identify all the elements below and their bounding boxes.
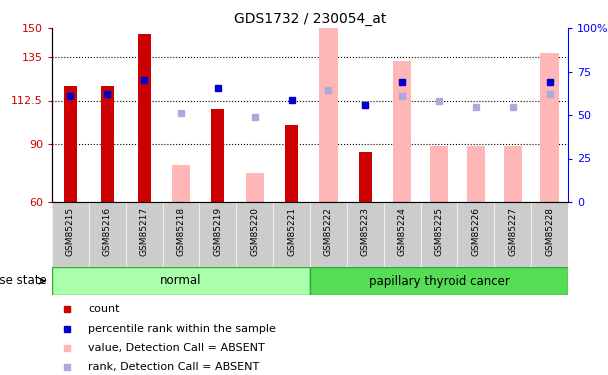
Text: GSM85228: GSM85228: [545, 207, 554, 256]
Bar: [64, 86, 77, 202]
Text: GSM85226: GSM85226: [471, 207, 480, 256]
Text: GSM85225: GSM85225: [435, 207, 443, 256]
Title: GDS1732 / 230054_at: GDS1732 / 230054_at: [234, 12, 386, 26]
Bar: [212, 109, 224, 202]
Bar: [503, 146, 522, 202]
Bar: [285, 124, 298, 202]
Text: GSM85220: GSM85220: [250, 207, 259, 256]
Bar: [52, 267, 310, 295]
Text: GSM85218: GSM85218: [176, 207, 185, 256]
Bar: [541, 53, 559, 202]
Bar: [310, 267, 568, 295]
Text: GSM85227: GSM85227: [508, 207, 517, 256]
Bar: [430, 146, 448, 202]
Text: disease state: disease state: [0, 274, 47, 288]
Text: normal: normal: [161, 274, 202, 288]
Text: GSM85224: GSM85224: [398, 207, 407, 256]
Text: rank, Detection Call = ABSENT: rank, Detection Call = ABSENT: [88, 362, 260, 372]
Bar: [467, 146, 485, 202]
Text: count: count: [88, 304, 120, 314]
Text: GSM85222: GSM85222: [324, 207, 333, 256]
Bar: [359, 152, 371, 202]
Text: GSM85219: GSM85219: [213, 207, 223, 256]
Text: percentile rank within the sample: percentile rank within the sample: [88, 324, 276, 334]
Text: GSM85221: GSM85221: [287, 207, 296, 256]
Bar: [101, 86, 114, 202]
Text: value, Detection Call = ABSENT: value, Detection Call = ABSENT: [88, 343, 265, 353]
Text: GSM85217: GSM85217: [140, 207, 148, 256]
Text: GSM85215: GSM85215: [66, 207, 75, 256]
Bar: [246, 173, 264, 202]
Text: GSM85223: GSM85223: [361, 207, 370, 256]
Bar: [319, 28, 337, 202]
Bar: [172, 165, 190, 202]
Bar: [393, 61, 412, 202]
Text: papillary thyroid cancer: papillary thyroid cancer: [368, 274, 510, 288]
Bar: [137, 34, 151, 202]
Text: GSM85216: GSM85216: [103, 207, 112, 256]
